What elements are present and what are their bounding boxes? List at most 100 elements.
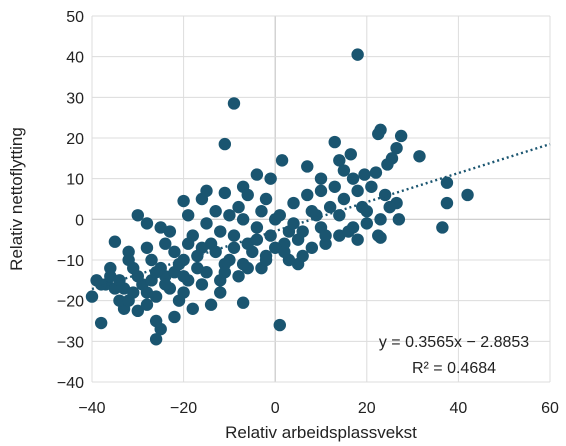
data-point: [140, 217, 154, 230]
data-point: [273, 209, 286, 222]
y-tick-label: 40: [66, 50, 84, 67]
y-tick-label: −40: [57, 375, 84, 392]
data-point: [372, 127, 385, 141]
data-point: [236, 213, 250, 226]
data-point: [351, 48, 364, 61]
data-point: [337, 164, 351, 177]
data-point: [149, 333, 163, 346]
data-point: [250, 168, 264, 181]
data-point: [378, 188, 392, 202]
data-point: [223, 209, 236, 222]
data-point: [319, 229, 332, 242]
grid: [91, 15, 551, 383]
data-point: [122, 294, 135, 307]
data-point: [113, 294, 126, 307]
x-tick-label: 20: [358, 400, 376, 417]
data-point: [323, 200, 337, 214]
y-tick-label: −30: [57, 334, 84, 351]
data-point: [291, 233, 305, 246]
data-point: [108, 235, 122, 248]
data-point: [259, 192, 273, 206]
data-point: [94, 316, 108, 330]
data-point: [227, 97, 241, 110]
data-point: [314, 172, 328, 185]
data-point: [181, 237, 195, 250]
data-point: [250, 233, 264, 246]
data-point: [236, 257, 250, 271]
data-point: [131, 209, 144, 222]
data-point: [159, 237, 172, 250]
y-tick-label: 50: [66, 9, 84, 26]
data-point: [390, 141, 403, 155]
data-point: [287, 217, 300, 230]
data-point: [195, 241, 209, 254]
data-point: [159, 278, 172, 291]
data-point: [209, 205, 222, 218]
data-point: [250, 221, 264, 234]
data-point: [122, 253, 135, 267]
data-point: [227, 229, 241, 242]
data-point: [328, 180, 341, 193]
data-point: [154, 322, 167, 336]
data-point: [209, 245, 222, 259]
data-point: [360, 217, 373, 230]
data-point: [351, 233, 364, 246]
data-point: [394, 129, 408, 143]
data-point: [200, 184, 213, 198]
data-point: [342, 225, 355, 238]
data-point: [214, 225, 227, 238]
data-point: [369, 166, 383, 179]
data-point: [264, 172, 277, 185]
data-point: [168, 310, 181, 324]
x-tick-label: −40: [78, 400, 105, 417]
data-point: [140, 298, 154, 311]
x-tick-label: −20: [170, 400, 197, 417]
data-point: [305, 241, 319, 254]
data-point: [365, 180, 378, 193]
data-point: [328, 135, 341, 149]
data-point: [140, 241, 154, 254]
data-point: [177, 270, 190, 283]
x-axis-label: Relativ arbeidsplassvekst: [225, 423, 417, 442]
data-point: [218, 186, 232, 200]
data-point: [236, 296, 250, 309]
trendline: [91, 142, 551, 291]
data-point: [301, 188, 314, 202]
data-point: [392, 213, 406, 226]
data-point: [241, 188, 254, 202]
data-point: [374, 213, 387, 226]
data-point: [360, 205, 373, 218]
data-point: [305, 205, 319, 218]
y-tick-label: −20: [57, 294, 84, 311]
data-point: [200, 217, 213, 230]
x-tick-label: 60: [541, 400, 559, 417]
data-point: [255, 205, 268, 218]
data-point: [113, 274, 126, 287]
data-point: [149, 266, 163, 279]
data-point: [227, 241, 241, 254]
data-point: [351, 184, 364, 198]
data-point: [172, 257, 186, 271]
y-tick-label: −10: [57, 253, 84, 270]
y-tick-labels: −40 −30 −20 −10 0 10 20 30 40 50: [57, 9, 84, 392]
data-point: [440, 196, 454, 210]
data-point: [186, 302, 199, 315]
data-point: [195, 278, 209, 291]
data-point: [337, 192, 351, 206]
data-point: [131, 304, 144, 318]
data-point: [440, 176, 454, 189]
y-tick-label: 0: [75, 212, 84, 229]
data-point: [163, 225, 177, 238]
data-point: [131, 270, 144, 283]
data-point: [278, 245, 291, 259]
x-tick-label: 0: [271, 400, 280, 417]
trend-r2: R² = 0.4684: [412, 360, 496, 377]
data-point: [301, 160, 314, 173]
data-point: [374, 231, 387, 244]
data-point: [344, 148, 357, 161]
data-point: [333, 154, 346, 167]
data-point: [218, 266, 232, 279]
data-point: [275, 154, 289, 167]
y-axis-label: Relativ nettoflytting: [7, 127, 26, 271]
